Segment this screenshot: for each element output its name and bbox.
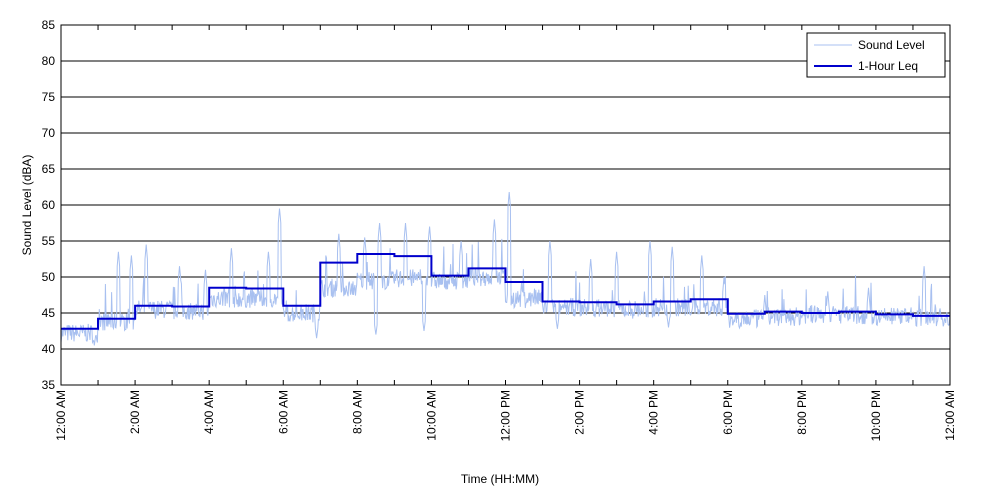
x-tick-label: 2:00 AM [128,390,142,434]
y-tick-label: 35 [42,378,56,392]
y-axis-title: Sound Level (dBA) [20,155,34,256]
y-tick-label: 45 [42,306,56,320]
x-tick-label: 8:00 PM [795,390,809,435]
x-tick-label: 2:00 PM [573,390,587,435]
y-tick-label: 85 [42,18,56,32]
x-tick-label: 10:00 AM [424,390,438,441]
legend-box [806,32,946,78]
y-tick-label: 65 [42,162,56,176]
x-tick-label: 4:00 PM [647,390,661,435]
x-tick-label: 8:00 AM [350,390,364,434]
y-tick-label: 50 [42,270,56,284]
leq-series [61,253,950,330]
y-tick-label: 60 [42,198,56,212]
x-tick-label: 12:00 AM [54,390,68,441]
y-tick-label: 70 [42,126,56,140]
legend: Sound Level 1-Hour Leq [806,32,946,78]
x-tick-label: 6:00 PM [721,390,735,435]
leq-step-line [61,253,950,330]
x-tick-label: 4:00 AM [202,390,216,434]
axis-ticks [60,24,951,386]
x-axis-title: Time (HH:MM) [461,472,539,486]
x-tick-label: 6:00 AM [276,390,290,434]
x-tick-label: 12:00 PM [499,390,513,441]
y-tick-label: 55 [42,234,56,248]
x-tick-label: 10:00 PM [869,390,883,441]
x-tick-labels: 12:00 AM 2:00 AM 4:00 AM 6:00 AM 8:00 AM 10:0… [54,390,957,441]
y-tick-label: 80 [42,54,56,68]
legend-label-leq: 1-Hour Leq [858,59,918,73]
y-tick-label: 40 [42,342,56,356]
y-tick-labels: 35 40 45 50 55 60 65 70 75 80 85 [42,18,56,392]
y-tick-label: 75 [42,90,56,104]
legend-label-sound-level: Sound Level [858,38,925,52]
x-tick-label: 12:00 AM [943,390,957,441]
